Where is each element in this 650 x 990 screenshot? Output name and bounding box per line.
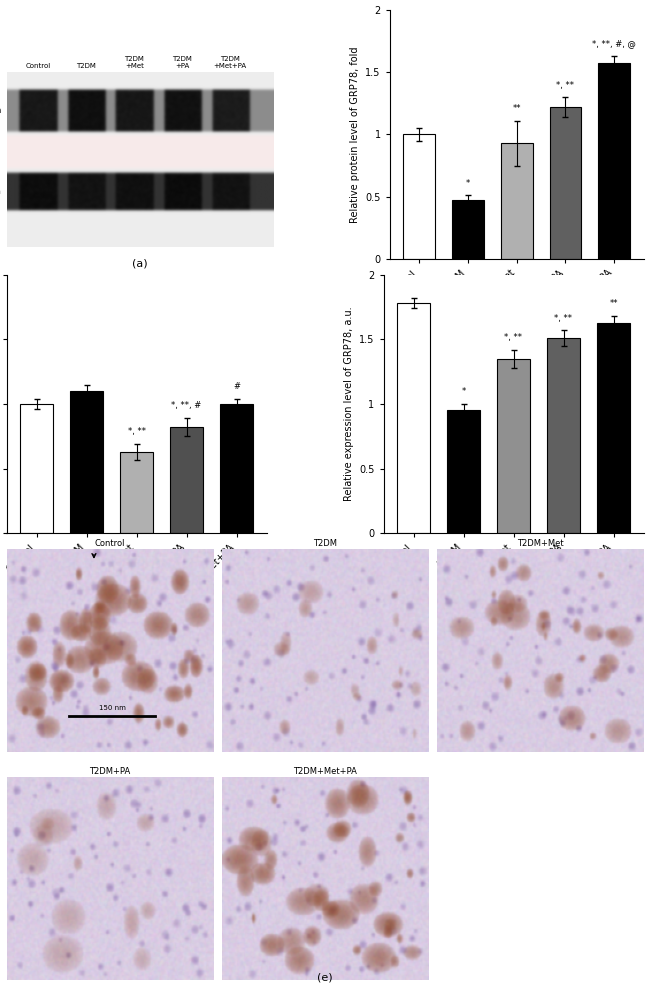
Text: *, **: *, ** (127, 428, 146, 437)
Bar (599, 63, 630, 259)
Text: (a): (a) (132, 259, 148, 269)
Text: (b): (b) (509, 409, 525, 419)
Bar (170, 428, 203, 534)
Bar (120, 451, 153, 534)
Title: Control: Control (95, 540, 125, 548)
Bar (20, 404, 53, 534)
Text: (e): (e) (317, 972, 333, 982)
Y-axis label: Relative expression level of GRP78, a.u.: Relative expression level of GRP78, a.u. (344, 307, 354, 501)
Bar (497, 358, 530, 534)
Title: T2DM+PA: T2DM+PA (89, 767, 131, 776)
Title: T2DM: T2DM (313, 540, 337, 548)
Bar (500, 144, 532, 259)
Bar (550, 107, 581, 259)
Bar (220, 404, 253, 534)
Title: T2DM+Met+PA: T2DM+Met+PA (293, 767, 357, 776)
Text: *: * (466, 179, 470, 188)
Text: *, **, #, @: *, **, #, @ (592, 40, 636, 49)
Text: GRP78, 78 kDa: GRP78, 78 kDa (0, 106, 1, 115)
Text: *, **, #: *, **, # (172, 402, 202, 411)
Title: T2DM+Met: T2DM+Met (517, 540, 564, 548)
Text: *, **: *, ** (504, 333, 523, 342)
Y-axis label: Relative protein level of GRP78, fold: Relative protein level of GRP78, fold (350, 47, 360, 223)
Text: #: # (233, 382, 240, 391)
Bar (397, 303, 430, 534)
Bar (447, 411, 480, 534)
Text: 150 nm: 150 nm (99, 705, 125, 711)
Bar (403, 135, 435, 259)
Bar (547, 338, 580, 534)
Text: (d): (d) (506, 688, 521, 699)
Bar (70, 391, 103, 534)
Text: **: ** (512, 104, 521, 113)
Text: *, **: *, ** (554, 314, 573, 323)
Text: (c): (c) (129, 688, 144, 699)
Text: **: ** (609, 299, 618, 308)
Text: Tubulin, 55 kDa: Tubulin, 55 kDa (0, 187, 1, 196)
Bar (452, 200, 484, 259)
Text: *, **: *, ** (556, 80, 575, 90)
Bar (597, 323, 630, 534)
Text: *: * (462, 387, 465, 396)
